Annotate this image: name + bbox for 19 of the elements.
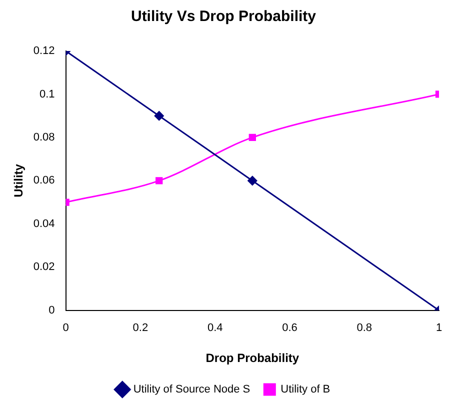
x-tick-label: 0 <box>62 322 69 334</box>
legend-label: Utility of Source Node S <box>133 384 250 396</box>
x-tick-label: 0.8 <box>356 322 372 334</box>
y-tick-label: 0.08 <box>33 132 55 144</box>
legend-label: Utility of B <box>280 384 330 396</box>
y-tick-label: 0.04 <box>33 218 55 230</box>
x-tick-label: 0.2 <box>132 322 148 334</box>
x-tick-label: 0.6 <box>282 322 298 334</box>
y-tick-label: 0.1 <box>40 88 55 100</box>
y-tick-label: 0.02 <box>33 261 55 274</box>
y-tick-label: 0.06 <box>33 174 55 187</box>
x-tick-label: 0.4 <box>207 322 223 334</box>
y-axis-title: Utility <box>12 164 26 198</box>
x-axis-title: Drop Probability <box>206 351 300 366</box>
line-series <box>66 51 439 310</box>
y-tick-label: 0.12 <box>33 45 55 58</box>
chart-title: Utility Vs Drop Probability <box>130 8 317 26</box>
y-tick-label: 0 <box>48 304 55 316</box>
x-tick-label: 1 <box>436 322 442 334</box>
